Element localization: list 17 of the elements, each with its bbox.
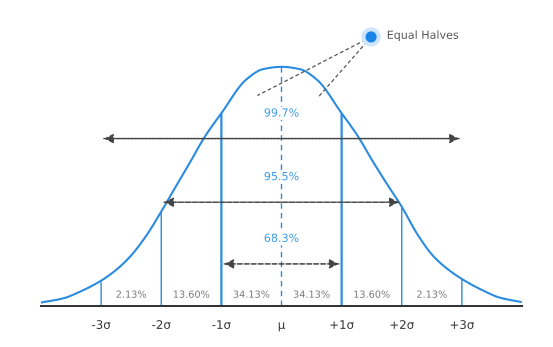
x-tick-label: +2σ — [390, 320, 414, 330]
annotation: 68.3% — [264, 234, 299, 242]
x-tick-label: -3σ — [92, 320, 110, 330]
x-tick-label: -2σ — [152, 320, 171, 330]
annotation: 2.13% — [116, 290, 146, 298]
annotation: 34.13% — [234, 290, 270, 298]
text: Equal Halves — [388, 30, 458, 42]
x-tick-label: -1σ — [212, 320, 231, 330]
x-tick-label: +1σ — [330, 320, 354, 330]
annotation: 13.60% — [354, 290, 390, 298]
annotation: 99.7% — [264, 108, 299, 117]
annotation: 13.60% — [174, 290, 210, 298]
annotation: 2.13% — [417, 290, 447, 298]
annotation: 34.13% — [294, 290, 330, 298]
x-tick-label: +3σ — [450, 320, 474, 330]
x-tick-label: μ — [278, 322, 285, 332]
annotation: 95.5% — [264, 172, 299, 180]
